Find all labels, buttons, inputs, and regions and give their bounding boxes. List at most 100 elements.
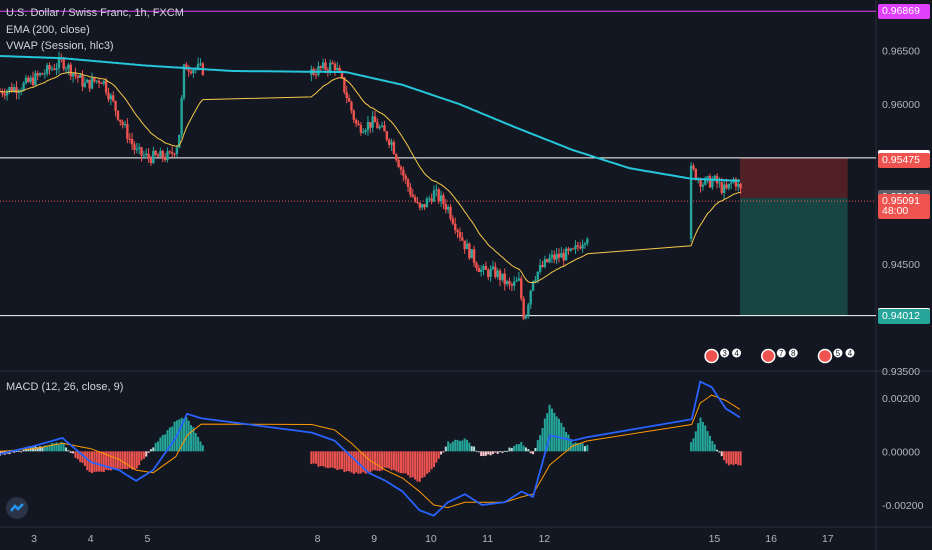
candle[interactable]: [479, 269, 483, 273]
candle[interactable]: [123, 124, 127, 126]
candle[interactable]: [64, 68, 68, 70]
candle[interactable]: [10, 87, 13, 92]
candle[interactable]: [114, 100, 117, 111]
candle[interactable]: [505, 281, 509, 285]
candle[interactable]: [406, 179, 410, 188]
economic-event-flag-icon[interactable]: [817, 348, 833, 364]
price-tag[interactable]: 0.95475: [878, 152, 930, 168]
candle[interactable]: [520, 278, 523, 299]
price-tag[interactable]: 0.94012: [878, 308, 930, 324]
candle[interactable]: [562, 253, 565, 261]
candle[interactable]: [140, 147, 143, 156]
candle[interactable]: [425, 198, 429, 208]
candle[interactable]: [67, 64, 70, 69]
candle[interactable]: [27, 77, 30, 82]
candle[interactable]: [701, 184, 705, 187]
candle[interactable]: [692, 165, 695, 169]
candle[interactable]: [689, 165, 693, 239]
tradingview-logo-icon[interactable]: [6, 497, 28, 519]
candle[interactable]: [567, 248, 570, 251]
candle[interactable]: [156, 154, 160, 157]
candle[interactable]: [449, 206, 452, 219]
event-count-badge[interactable]: [775, 347, 787, 359]
candle[interactable]: [395, 154, 398, 161]
candle[interactable]: [376, 122, 379, 129]
candle[interactable]: [24, 77, 28, 84]
candle[interactable]: [390, 141, 393, 145]
candle[interactable]: [161, 150, 164, 159]
candle[interactable]: [737, 183, 740, 187]
candle[interactable]: [116, 110, 120, 120]
candle[interactable]: [435, 189, 438, 191]
candle[interactable]: [548, 257, 551, 263]
candle[interactable]: [392, 141, 396, 155]
candle[interactable]: [331, 62, 334, 64]
candle[interactable]: [550, 254, 554, 258]
candle[interactable]: [168, 151, 172, 153]
candle[interactable]: [529, 290, 532, 305]
candle[interactable]: [720, 182, 723, 194]
candle[interactable]: [397, 160, 400, 168]
vwap-legend[interactable]: VWAP (Session, hlc3): [6, 40, 114, 52]
ema-200-line[interactable]: [0, 55, 740, 182]
event-count-badge[interactable]: [832, 347, 844, 359]
candle[interactable]: [354, 119, 358, 124]
candle[interactable]: [437, 189, 440, 202]
candle[interactable]: [29, 77, 32, 82]
candle[interactable]: [152, 150, 155, 164]
candle[interactable]: [338, 67, 341, 73]
candle[interactable]: [503, 273, 506, 285]
candle[interactable]: [128, 138, 131, 140]
candle[interactable]: [711, 180, 714, 188]
candle[interactable]: [121, 121, 124, 126]
candle[interactable]: [482, 266, 485, 270]
stop-loss-zone[interactable]: [739, 157, 848, 198]
candle[interactable]: [465, 243, 469, 250]
candle[interactable]: [178, 134, 181, 148]
candle[interactable]: [546, 259, 549, 263]
candle[interactable]: [17, 91, 21, 94]
candle[interactable]: [446, 206, 450, 210]
candle[interactable]: [472, 249, 476, 263]
candle[interactable]: [706, 176, 709, 178]
candle[interactable]: [137, 147, 141, 149]
price-tag[interactable]: 48:00: [878, 203, 930, 219]
candle[interactable]: [189, 71, 193, 74]
candle[interactable]: [380, 125, 384, 127]
candle[interactable]: [725, 184, 728, 189]
candle[interactable]: [119, 119, 122, 122]
candle[interactable]: [71, 73, 75, 77]
candle[interactable]: [416, 201, 419, 203]
candle[interactable]: [133, 144, 136, 150]
candle[interactable]: [444, 204, 447, 210]
candle[interactable]: [583, 243, 587, 245]
candle[interactable]: [364, 130, 367, 133]
candle[interactable]: [699, 178, 702, 187]
candle[interactable]: [586, 238, 589, 244]
candle[interactable]: [484, 266, 488, 270]
candle[interactable]: [340, 72, 344, 78]
candle[interactable]: [142, 155, 146, 157]
candle[interactable]: [527, 304, 530, 316]
candle[interactable]: [314, 74, 318, 76]
candle[interactable]: [366, 122, 370, 131]
candle[interactable]: [538, 265, 542, 272]
event-count-badge[interactable]: [787, 347, 799, 359]
candle[interactable]: [175, 147, 179, 154]
candle[interactable]: [470, 249, 473, 259]
candle[interactable]: [43, 73, 47, 75]
candle[interactable]: [199, 63, 202, 65]
candle[interactable]: [154, 150, 157, 155]
candle[interactable]: [86, 79, 89, 83]
price-tag[interactable]: 0.96869: [878, 3, 930, 19]
candle[interactable]: [321, 62, 325, 69]
candle[interactable]: [501, 273, 504, 281]
candle[interactable]: [345, 92, 348, 98]
candle[interactable]: [411, 194, 414, 198]
candle[interactable]: [498, 270, 502, 281]
candle[interactable]: [38, 73, 42, 76]
candle[interactable]: [442, 195, 445, 205]
candle[interactable]: [704, 177, 707, 185]
candle[interactable]: [494, 266, 497, 277]
economic-event-flag-icon[interactable]: [761, 348, 776, 364]
